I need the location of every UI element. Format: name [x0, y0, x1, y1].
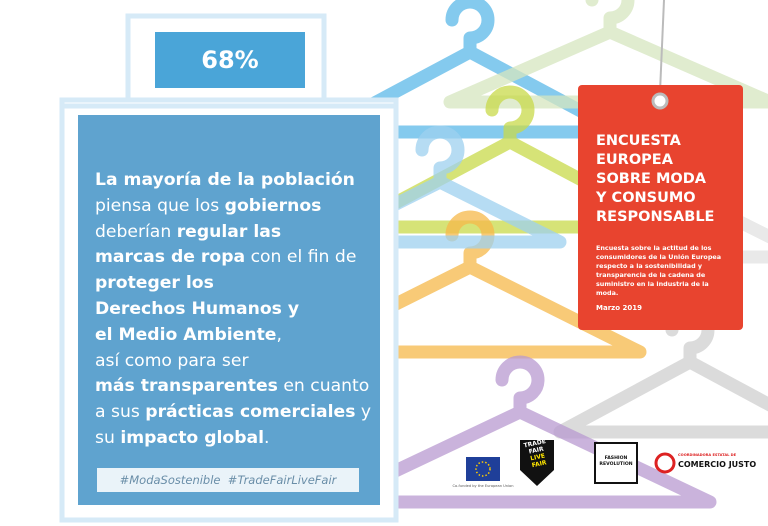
tag-description: Encuesta sobre la actitud de los consumi…	[596, 244, 722, 297]
tag-date: Marzo 2019	[596, 304, 642, 312]
tag-title: ENCUESTA EUROPEA SOBRE MODA Y CONSUMO RE…	[596, 132, 736, 227]
stat-box	[155, 32, 305, 88]
comercio-justo-main: COMERCIO JUSTO	[678, 460, 757, 469]
line: marcas de ropa con el fin de	[95, 245, 375, 271]
title-line: SOBRE MODA	[596, 171, 706, 187]
comercio-justo-icon	[654, 452, 676, 474]
text: La mayoría de la población	[95, 170, 355, 190]
line: piensa que los gobiernos	[95, 194, 375, 220]
text: piensa que los	[95, 195, 225, 216]
eu-flag	[466, 457, 500, 481]
text: .	[264, 427, 270, 448]
title-line: Y CONSUMO	[596, 190, 696, 206]
text: gobiernos	[224, 195, 322, 216]
text: prácticas comerciales	[145, 402, 356, 423]
line: deberían regular las	[95, 220, 375, 246]
fashion-revolution-text: FASHION REVOLUTION	[595, 456, 637, 468]
text: en cuanto	[277, 376, 370, 397]
tradefair-pin	[520, 440, 554, 486]
text: su	[95, 427, 121, 448]
text: más transparentes	[95, 376, 278, 397]
text: ,	[276, 324, 282, 345]
hanger	[313, 0, 627, 139]
text: Derechos Humanos y	[95, 298, 300, 319]
hashtags: #ModaSostenible #TradeFairLiveFair	[119, 473, 337, 487]
fashion-revolution-box	[594, 442, 638, 484]
line: el Medio Ambiente,	[95, 323, 375, 349]
title-line: EUROPEA	[596, 152, 673, 168]
title-line: RESPONSABLE	[596, 209, 715, 225]
text: FASHION	[604, 456, 628, 461]
text: con el fin de	[245, 247, 357, 268]
text: a sus	[95, 402, 146, 423]
hashtag-bar	[97, 468, 359, 492]
line: más transparentes en cuanto	[95, 374, 375, 400]
stat-value: 68%	[201, 46, 259, 74]
text: y	[355, 402, 372, 423]
tag-string	[659, 0, 665, 93]
text-panel	[78, 115, 380, 505]
line: su impacto global.	[95, 426, 375, 452]
tag-hole	[651, 92, 669, 110]
panel-text: La mayoría de la población piensa que lo…	[95, 168, 375, 452]
text: deberían	[95, 221, 177, 242]
text: marcas de ropa	[95, 247, 246, 268]
line: a sus prácticas comerciales y	[95, 400, 375, 426]
eu-stars	[475, 461, 491, 477]
text: proteger los	[95, 273, 214, 294]
text: impacto global	[120, 427, 265, 448]
line: así como para ser	[95, 349, 375, 375]
line: proteger los	[95, 271, 375, 297]
tag	[578, 85, 743, 330]
text: REVOLUTION	[599, 462, 633, 467]
title-line: ENCUESTA	[596, 133, 681, 149]
text: el Medio Ambiente	[95, 324, 277, 345]
eu-caption: Co-funded by the European Union	[452, 484, 514, 488]
line: La mayoría de la población	[95, 168, 375, 194]
comercio-justo-top: COORDINADORA ESTATAL DE	[678, 453, 737, 457]
text: así como para ser	[95, 350, 249, 371]
text: regular las	[176, 221, 282, 242]
line: Derechos Humanos y	[95, 297, 375, 323]
